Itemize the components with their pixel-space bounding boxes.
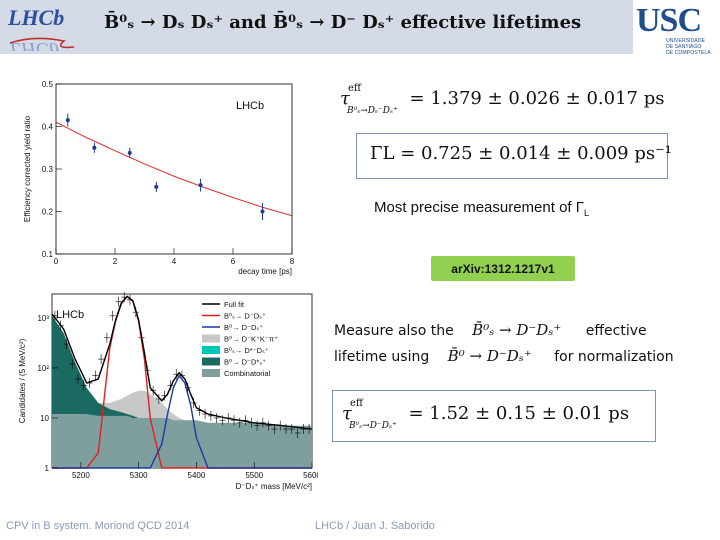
usc-logo: USC UNIVERSIDADE DE SANTIAGO DE COMPOSTE…	[636, 2, 718, 56]
tau-eff-d-box	[332, 390, 656, 442]
tau-ds-value: = 1.379 ± 0.026 ± 0.017 ps	[409, 88, 665, 109]
usc-subtitle-2: DE SANTIAGO	[666, 44, 702, 50]
measure-line-2-a: lifetime using	[334, 349, 430, 365]
curve-full-fit	[51, 295, 313, 430]
y-axis-label: Candidates / (5 MeV/c²)	[18, 338, 27, 423]
lhcb-logo: LHCb LHCb	[7, 5, 75, 51]
y-tick-label: 0.2	[42, 208, 54, 217]
footer-center: LHCb / Juan J. Saborido	[315, 520, 435, 532]
gamma-l-symbol: ΓL	[370, 143, 395, 164]
legend-label: B⁰→ D⁻Dₛ⁺	[224, 323, 263, 332]
legend-swatch	[202, 357, 220, 366]
tau-d-sub: B⁰ₛ→D⁻Dₛ⁺	[349, 420, 397, 431]
measure-line-2: lifetime using B̄⁰ → D⁻Dₛ⁺ for normaliza…	[334, 347, 674, 365]
y-tick-label: 10	[40, 414, 49, 423]
usc-subtitle-1: UNIVERSIDADE	[666, 38, 705, 44]
legend-label: B⁰→ D⁻K⁺K⁻π⁺	[224, 335, 278, 344]
fit-curve	[55, 121, 293, 217]
x-axis-label: decay time [ps]	[238, 267, 292, 276]
tau-sup: eff	[347, 83, 361, 94]
y-tick-label: 0.4	[42, 123, 54, 132]
data-point	[198, 183, 203, 188]
chart-title: LHCb	[236, 100, 264, 112]
y-tick-label: 0.5	[42, 80, 54, 89]
legend-label: Full fit	[224, 300, 245, 309]
y-tick-label: 0.3	[42, 165, 54, 174]
x-tick-label: 5300	[130, 471, 148, 480]
footer-left: CPV in B system. Moriond QCD 2014	[6, 520, 190, 532]
most-precise-sub: L	[584, 208, 590, 218]
legend-label: B⁰ₛ→ D*⁻Dₛ⁺	[224, 346, 269, 355]
y-tick-label: 1	[45, 464, 50, 473]
usc-subtitle-3: DE COMPOSTELA	[666, 50, 711, 56]
x-tick-label: 8	[290, 257, 295, 266]
yield-ratio-chart: 0 2 4 6 8 0.1 0.2 0.3 0.4 0.5 decay time [ps] Effic…	[23, 80, 295, 276]
title-banner	[0, 0, 633, 54]
chart-title: LHCb	[56, 309, 84, 321]
tau-eff-d-formula: τeff B⁰ₛ→D⁻Dₛ⁺ = 1.52 ± 0.15 ± 0.01 ps	[342, 398, 630, 431]
mass-fit-chart: 5200 5300 5400 5500 5600 1 10 10² 10³ D⁻Dₛ⁺ mass …	[18, 292, 318, 491]
legend-swatch	[202, 346, 220, 354]
area-combinatorial	[52, 413, 312, 468]
measure-line-1-b: effective	[585, 323, 647, 339]
legend-label: B⁰ₛ→ D⁻Dₛ⁺	[224, 312, 266, 321]
y-tick-label: 10²	[37, 364, 49, 373]
measure-line-2-formula: B̄⁰ → D⁻Dₛ⁺	[447, 347, 532, 365]
svg-text:LHCb: LHCb	[9, 38, 59, 51]
y-axis-label: Efficiency corrected yield ratio	[23, 115, 32, 222]
data-point	[154, 184, 159, 189]
page-title: B̄⁰ₛ → Dₛ Dₛ⁺ and B̄⁰ₛ → D⁻ Dₛ⁺ effectiv…	[104, 12, 582, 33]
data-point	[260, 209, 265, 214]
x-tick-label: 5500	[245, 471, 263, 480]
data-point	[127, 150, 132, 155]
measure-line-1-formula: B̄⁰ₛ → D⁻Dₛ⁺	[472, 321, 562, 339]
gamma-l-formula: ΓL = 0.725 ± 0.014 ± 0.009 ps⁻¹	[370, 143, 672, 164]
tau-d-value: = 1.52 ± 0.15 ± 0.01 ps	[408, 403, 630, 424]
y-tick-label: 0.1	[42, 250, 54, 259]
legend-swatch	[202, 369, 220, 377]
legend-swatch	[202, 334, 220, 343]
measure-line-2-b: for normalization	[554, 349, 674, 365]
measure-line-1-a: Measure also the	[334, 323, 454, 339]
x-tick-label: 5600	[303, 471, 318, 480]
gamma-l-value: = 0.725 ± 0.014 ± 0.009 ps⁻¹	[400, 143, 672, 164]
gamma-l-box	[356, 133, 668, 179]
x-axis-label: D⁻Dₛ⁺ mass [MeV/c²]	[236, 482, 312, 491]
x-tick-label: 2	[113, 257, 118, 266]
legend-label: Combinatorial	[224, 369, 271, 378]
curve-bs-signal	[52, 374, 312, 469]
arxiv-link[interactable]: arXiv:1312.1217v1	[431, 256, 575, 281]
data-point	[65, 118, 70, 123]
x-tick-label: 5400	[188, 471, 206, 480]
tau-sub: B⁰ₛ→Dₛ⁻Dₛ⁺	[347, 105, 398, 116]
lhcb-logo-text: LHCb	[7, 5, 64, 30]
tau-eff-ds-formula: τeff B⁰ₛ→Dₛ⁻Dₛ⁺ = 1.379 ± 0.026 ± 0.017 p…	[340, 83, 665, 116]
x-tick-label: 4	[172, 257, 177, 266]
y-tick-label: 10³	[37, 314, 49, 323]
tau-d-sup: eff	[349, 398, 363, 409]
plot-frame	[55, 83, 293, 255]
data-point	[92, 145, 97, 150]
tau-symbol: τ	[340, 88, 350, 109]
legend-label: B⁰→ D⁻D*ₛ⁺	[224, 358, 266, 367]
usc-logo-text: USC	[636, 2, 702, 39]
measure-line-1: Measure also the B̄⁰ₛ → D⁻Dₛ⁺ effective	[334, 321, 647, 339]
tau-d-symbol: τ	[342, 403, 352, 424]
x-tick-label: 0	[54, 257, 59, 266]
x-tick-label: 6	[231, 257, 236, 266]
x-tick-label: 5200	[72, 471, 90, 480]
most-precise-text: Most precise measurement of ΓL	[374, 199, 590, 218]
